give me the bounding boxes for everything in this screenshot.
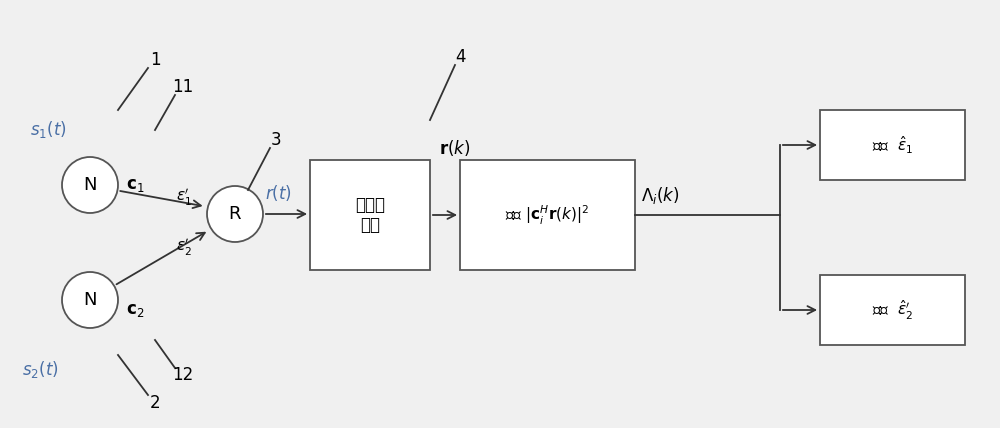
Bar: [310, 160, 430, 270]
Text: 计算 $|\mathbf{c}_i^H\mathbf{r}(k)|^2$: 计算 $|\mathbf{c}_i^H\mathbf{r}(k)|^2$: [505, 203, 590, 226]
Text: $\Lambda_i(k)$: $\Lambda_i(k)$: [641, 184, 679, 205]
Text: R: R: [229, 205, 241, 223]
Text: $\varepsilon_1'$: $\varepsilon_1'$: [176, 187, 192, 208]
Text: N: N: [83, 176, 97, 194]
Text: $\varepsilon_2'$: $\varepsilon_2'$: [176, 236, 192, 258]
Text: $\mathbf{r}(k)$: $\mathbf{r}(k)$: [439, 138, 471, 158]
Text: 4: 4: [455, 48, 465, 66]
Text: 12: 12: [172, 366, 194, 384]
Text: 3: 3: [271, 131, 281, 149]
Circle shape: [62, 272, 118, 328]
Circle shape: [62, 157, 118, 213]
Text: N: N: [83, 291, 97, 309]
Text: 匹配滤
波器: 匹配滤 波器: [355, 196, 385, 235]
Text: $s_2(t)$: $s_2(t)$: [22, 360, 59, 380]
Text: $\mathbf{c}_2$: $\mathbf{c}_2$: [126, 301, 144, 319]
Bar: [460, 160, 635, 270]
Text: 11: 11: [172, 78, 194, 96]
Text: 2: 2: [150, 394, 160, 412]
Text: 1: 1: [150, 51, 160, 69]
Text: 估计  $\hat{\varepsilon}_2'$: 估计 $\hat{\varepsilon}_2'$: [872, 298, 913, 322]
Bar: [820, 275, 965, 345]
Circle shape: [207, 186, 263, 242]
Text: 估计  $\hat{\varepsilon}_1$: 估计 $\hat{\varepsilon}_1$: [872, 134, 913, 156]
Bar: [820, 110, 965, 180]
Text: $r(t)$: $r(t)$: [265, 183, 291, 203]
Text: $s_1(t)$: $s_1(t)$: [30, 119, 67, 140]
Text: $\mathbf{c}_1$: $\mathbf{c}_1$: [126, 176, 144, 194]
